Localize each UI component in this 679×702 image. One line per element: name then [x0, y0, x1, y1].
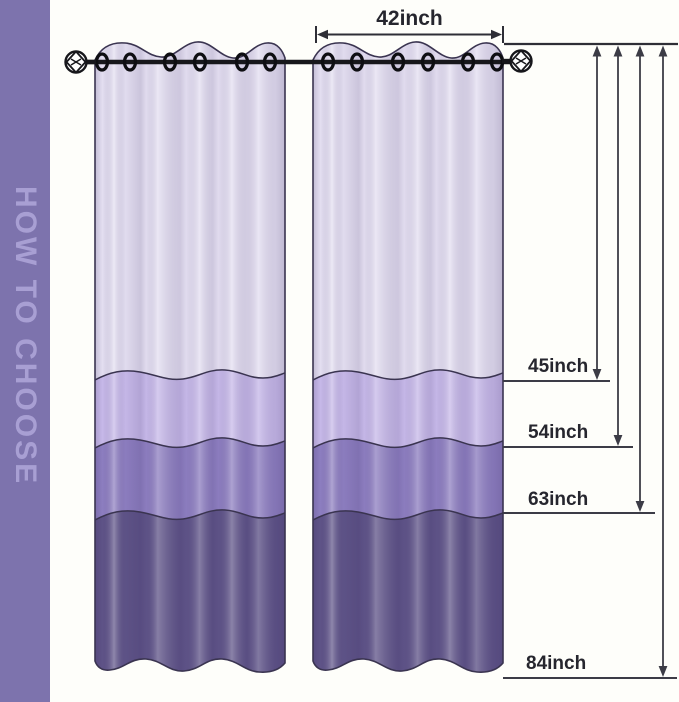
width-label: 42inch: [376, 7, 443, 30]
curtain-panel-left: [95, 36, 285, 690]
length-dimension-arrows: [592, 45, 668, 677]
length-label-84: 84inch: [526, 653, 587, 674]
length-label-54: 54inch: [528, 422, 589, 443]
length-label-lines: [503, 380, 677, 679]
sidebar-title: HOW TO CHOOSE: [9, 186, 42, 487]
grommets: [94, 52, 505, 72]
sidebar-banner: HOW TO CHOOSE: [0, 0, 50, 702]
left-finial-icon: [64, 50, 96, 74]
length-label-63: 63inch: [528, 489, 589, 510]
right-finial-icon: [502, 49, 533, 73]
curtain-panel-right: [313, 36, 503, 690]
width-dimension-arrow: [315, 26, 504, 43]
length-label-45: 45inch: [528, 356, 589, 377]
